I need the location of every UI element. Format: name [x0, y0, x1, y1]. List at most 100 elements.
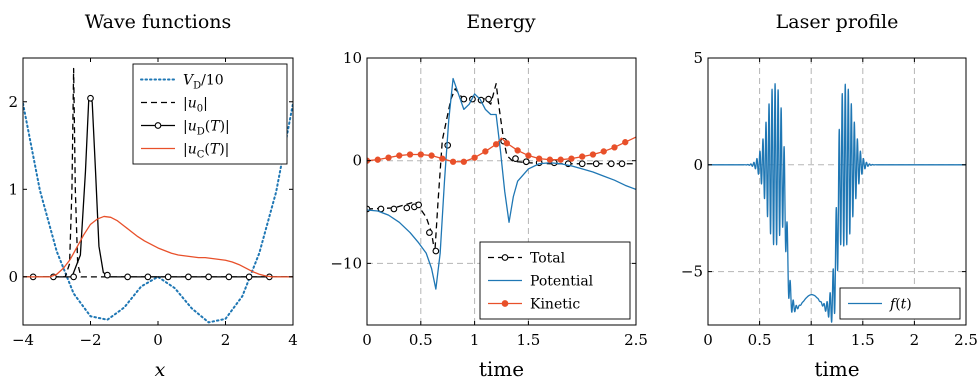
- data-point: [611, 144, 618, 151]
- data-point: [618, 160, 626, 168]
- data-point: [492, 141, 500, 148]
- data-point: [622, 139, 629, 146]
- data-point: [460, 95, 468, 103]
- x-tick-label: 4: [288, 331, 298, 349]
- legend-box: [132, 63, 288, 165]
- data-point: [432, 247, 440, 255]
- series-line-Total: [367, 83, 636, 254]
- data-point: [428, 152, 435, 159]
- x-tick-label: 0: [703, 331, 713, 349]
- y-tick-label: 5: [693, 49, 703, 67]
- data-point: [396, 152, 403, 159]
- data-point: [592, 160, 600, 168]
- legend-marker: [501, 300, 509, 307]
- x-tick-label: 0.5: [748, 331, 772, 349]
- y-tick-label: −10: [330, 254, 362, 272]
- legend-label: Kinetic: [530, 297, 580, 313]
- data-point: [589, 151, 597, 158]
- wave-functions-panel: Wave functions −4 −2 0 2 4 0 1 2 x VD/10 |u0| |uD(T)…: [8, 11, 297, 381]
- data-point: [164, 273, 172, 281]
- data-point: [578, 160, 586, 168]
- series-line-Potential: [367, 77, 636, 290]
- legend-box: [839, 287, 961, 320]
- plot-frame: [366, 57, 637, 326]
- data-point: [514, 147, 521, 154]
- x-tick-label: 2: [221, 331, 231, 349]
- legend-label: |u0|: [183, 96, 208, 115]
- data-point: [460, 158, 467, 165]
- legend: VD/10 |u0| |uD(T)| |uC(T)|: [132, 63, 288, 165]
- data-point: [406, 151, 414, 158]
- data-point: [185, 273, 192, 281]
- x-tick-label: 2.5: [624, 331, 648, 349]
- x-tick-label: 0: [153, 331, 163, 349]
- data-point: [403, 204, 411, 212]
- data-point: [512, 155, 519, 162]
- energy-panel: Energy 0 0.5 1 1.5 2.5 10 0 −10 time Total Potentia…: [330, 11, 648, 381]
- data-point: [485, 95, 492, 103]
- legend-marker: [501, 254, 509, 261]
- legend-label: Total: [530, 251, 566, 267]
- data-point: [482, 148, 489, 155]
- legend-label: VD/10: [183, 73, 224, 92]
- plot-area: [708, 83, 966, 323]
- data-point: [471, 154, 478, 161]
- data-point: [415, 201, 422, 209]
- x-tick-label: 1.5: [851, 331, 875, 349]
- series-line-Kinetic: [367, 136, 636, 163]
- legend-marker: [154, 122, 162, 129]
- chart-title: Energy: [466, 11, 536, 33]
- laser-profile-panel: Laser profile 0 0.5 1 1.5 2 2.5 5 0 −5 time f(t): [681, 11, 978, 381]
- series-line-|u_0|: [23, 67, 293, 278]
- x-tick-label: −2: [79, 331, 101, 349]
- data-point: [124, 273, 131, 281]
- y-tick-label: 0: [352, 152, 362, 170]
- x-tick-label: 2: [910, 331, 920, 349]
- data-point: [374, 156, 381, 163]
- legend-label: Potential: [530, 274, 594, 290]
- data-point: [144, 273, 152, 281]
- data-point: [426, 229, 433, 236]
- plot-area: [367, 77, 636, 290]
- data-point: [70, 273, 77, 281]
- data-point: [449, 158, 457, 165]
- legend-label: f(t): [889, 297, 912, 313]
- data-point: [390, 205, 398, 213]
- data-point: [245, 273, 253, 281]
- y-tick-label: 10: [343, 49, 362, 67]
- x-tick-label: 1: [806, 331, 816, 349]
- series-line-f(t): [708, 83, 966, 323]
- data-point: [557, 156, 564, 163]
- x-tick-label: 2.5: [954, 331, 978, 349]
- data-point: [607, 160, 615, 168]
- x-tick-label: 0: [362, 331, 372, 349]
- legend: Total Potential Kinetic: [479, 241, 631, 320]
- plot-frame: [707, 57, 967, 326]
- data-point: [87, 94, 94, 102]
- data-point: [205, 273, 212, 281]
- y-tick-label: 2: [8, 93, 18, 111]
- chart-title: Laser profile: [776, 11, 899, 33]
- data-point: [525, 152, 532, 159]
- series-line-|u_C(T)|: [23, 215, 293, 278]
- data-point: [417, 151, 424, 158]
- chart-title: Wave functions: [85, 11, 232, 33]
- legend-label: |uD(T)|: [183, 119, 230, 138]
- x-axis-label: x: [155, 359, 166, 381]
- y-tick-label: 1: [8, 180, 18, 198]
- legend: f(t): [839, 287, 961, 320]
- data-point: [104, 271, 111, 279]
- legend-label: |uC(T)|: [183, 142, 229, 161]
- x-axis-label: time: [479, 357, 524, 381]
- x-tick-label: −4: [12, 331, 34, 349]
- data-point: [385, 154, 392, 161]
- y-tick-label: 0: [8, 268, 18, 286]
- data-point: [225, 273, 233, 281]
- data-point: [568, 155, 575, 162]
- data-point: [546, 156, 554, 163]
- x-tick-label: 1: [470, 331, 480, 349]
- data-point: [536, 155, 543, 162]
- x-tick-label: 0.5: [409, 331, 433, 349]
- y-tick-label: 0: [693, 156, 703, 174]
